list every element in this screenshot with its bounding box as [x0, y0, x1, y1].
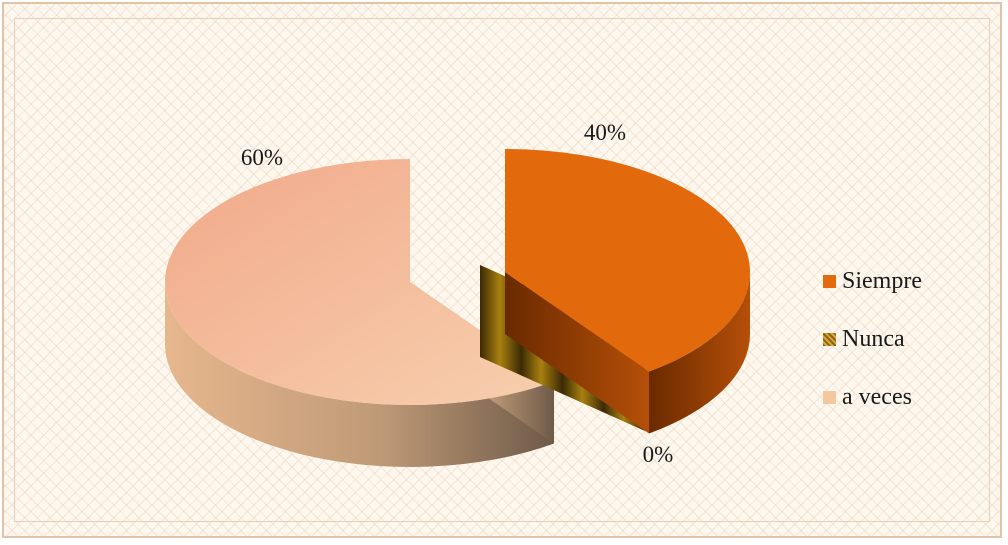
data-label-siempre: 40%	[584, 120, 626, 145]
chart-area	[2, 2, 1002, 538]
legend-item-siempre: Siempre	[823, 252, 983, 310]
legend-item-a-veces: a veces	[823, 368, 983, 426]
legend: Siempre Nunca a veces	[823, 252, 983, 426]
data-label-nunca: 0%	[643, 442, 674, 467]
slice-a-veces	[164, 159, 555, 467]
plot-area	[14, 18, 990, 522]
legend-item-nunca: Nunca	[823, 310, 983, 368]
legend-label-a-veces: a veces	[842, 383, 912, 410]
legend-label-nunca: Nunca	[842, 325, 905, 352]
slice-side-siempre	[649, 272, 750, 434]
legend-label-siempre: Siempre	[842, 267, 922, 294]
legend-swatch-nunca	[823, 332, 836, 346]
legend-swatch-siempre	[823, 274, 836, 288]
slice-siempre	[505, 149, 750, 434]
data-label-a-veces: 60%	[241, 145, 283, 170]
legend-swatch-a-veces	[823, 390, 836, 404]
slice-cut-siempre-1	[505, 272, 650, 434]
slice-top-siempre	[505, 149, 750, 372]
slice-side-a-veces	[165, 282, 555, 467]
slice-top-a-veces	[164, 159, 555, 405]
